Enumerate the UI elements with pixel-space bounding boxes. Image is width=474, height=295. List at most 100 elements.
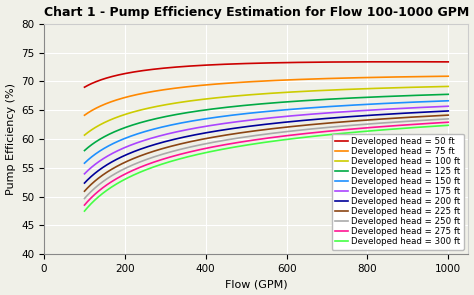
Developed head = 175 ft (446, 104, 451, 108)
Developed head = 250 ft (256, 133, 262, 137)
Developed head = 275 ft (298, 132, 304, 136)
Line: Developed head = 150 ft: Developed head = 150 ft (84, 101, 448, 163)
Developed head = 275 ft (380, 125, 385, 128)
Developed head = 150 ft (446, 99, 451, 103)
Line: Developed head = 225 ft: Developed head = 225 ft (84, 115, 448, 191)
Developed head = 75 ft (255, 80, 260, 83)
Line: Developed head = 175 ft: Developed head = 175 ft (84, 106, 448, 174)
Line: Developed head = 275 ft: Developed head = 275 ft (84, 122, 448, 205)
Developed head = 100 ft (256, 92, 262, 96)
Developed head = 125 ft (298, 99, 304, 103)
Line: Developed head = 125 ft: Developed head = 125 ft (84, 94, 448, 150)
Developed head = 175 ft (82, 172, 87, 176)
Developed head = 200 ft (82, 181, 87, 185)
Developed head = 175 ft (255, 117, 260, 121)
Developed head = 125 ft (82, 149, 87, 152)
Developed head = 125 ft (446, 93, 451, 96)
Developed head = 275 ft (278, 135, 284, 138)
Developed head = 75 ft (437, 75, 442, 78)
Developed head = 250 ft (380, 121, 385, 125)
Developed head = 300 ft (437, 124, 442, 128)
Line: Developed head = 75 ft: Developed head = 75 ft (84, 76, 448, 115)
Developed head = 150 ft (437, 99, 442, 103)
Developed head = 175 ft (256, 117, 262, 121)
Developed head = 300 ft (82, 209, 87, 213)
Developed head = 225 ft (82, 189, 87, 193)
Developed head = 300 ft (255, 142, 260, 145)
Developed head = 225 ft (437, 114, 442, 117)
Developed head = 150 ft (255, 111, 260, 114)
Developed head = 50 ft (298, 60, 304, 64)
Developed head = 150 ft (298, 107, 304, 110)
Developed head = 200 ft (446, 109, 451, 113)
Developed head = 225 ft (446, 113, 451, 117)
Developed head = 300 ft (380, 128, 385, 132)
Developed head = 275 ft (82, 203, 87, 207)
Developed head = 50 ft (256, 61, 262, 65)
Developed head = 150 ft (82, 161, 87, 165)
Developed head = 225 ft (380, 117, 385, 121)
Developed head = 150 ft (380, 102, 385, 105)
Developed head = 300 ft (278, 138, 284, 142)
Developed head = 125 ft (256, 102, 262, 106)
Line: Developed head = 50 ft: Developed head = 50 ft (84, 62, 448, 87)
Line: Developed head = 100 ft: Developed head = 100 ft (84, 86, 448, 135)
Developed head = 250 ft (255, 134, 260, 137)
Developed head = 200 ft (256, 123, 262, 127)
Developed head = 175 ft (380, 108, 385, 111)
Developed head = 175 ft (298, 113, 304, 117)
Developed head = 275 ft (446, 120, 451, 124)
Developed head = 50 ft (255, 61, 260, 65)
Line: Developed head = 200 ft: Developed head = 200 ft (84, 111, 448, 183)
Developed head = 75 ft (298, 78, 304, 81)
X-axis label: Flow (GPM): Flow (GPM) (225, 279, 288, 289)
Developed head = 200 ft (380, 113, 385, 116)
Developed head = 100 ft (278, 91, 284, 94)
Developed head = 300 ft (446, 124, 451, 127)
Developed head = 50 ft (446, 60, 451, 64)
Developed head = 100 ft (255, 92, 260, 96)
Developed head = 275 ft (255, 138, 260, 141)
Developed head = 75 ft (380, 76, 385, 79)
Developed head = 175 ft (278, 115, 284, 119)
Developed head = 250 ft (298, 128, 304, 132)
Developed head = 250 ft (446, 117, 451, 121)
Developed head = 225 ft (255, 129, 260, 132)
Developed head = 250 ft (437, 118, 442, 121)
Developed head = 150 ft (256, 110, 262, 114)
Y-axis label: Pump Efficiency (%): Pump Efficiency (%) (6, 83, 16, 195)
Line: Developed head = 300 ft: Developed head = 300 ft (84, 125, 448, 211)
Developed head = 225 ft (298, 124, 304, 127)
Developed head = 200 ft (278, 121, 284, 124)
Developed head = 250 ft (82, 197, 87, 200)
Developed head = 150 ft (278, 108, 284, 112)
Developed head = 250 ft (278, 130, 284, 134)
Developed head = 100 ft (82, 133, 87, 137)
Developed head = 100 ft (437, 85, 442, 88)
Developed head = 200 ft (298, 119, 304, 122)
Developed head = 100 ft (298, 90, 304, 93)
Line: Developed head = 250 ft: Developed head = 250 ft (84, 119, 448, 199)
Developed head = 50 ft (397, 60, 403, 63)
Developed head = 50 ft (438, 60, 443, 64)
Developed head = 125 ft (380, 95, 385, 99)
Developed head = 50 ft (82, 86, 87, 89)
Developed head = 225 ft (278, 126, 284, 130)
Developed head = 100 ft (380, 86, 385, 90)
Developed head = 75 ft (446, 74, 451, 78)
Developed head = 75 ft (82, 114, 87, 117)
Developed head = 300 ft (256, 141, 262, 145)
Developed head = 275 ft (256, 137, 262, 141)
Developed head = 100 ft (446, 85, 451, 88)
Developed head = 50 ft (380, 60, 385, 64)
Title: Chart 1 - Pump Efficiency Estimation for Flow 100-1000 GPM: Chart 1 - Pump Efficiency Estimation for… (44, 6, 469, 19)
Developed head = 75 ft (256, 79, 262, 83)
Developed head = 175 ft (437, 105, 442, 108)
Developed head = 125 ft (437, 93, 442, 96)
Developed head = 125 ft (278, 101, 284, 104)
Developed head = 225 ft (256, 129, 262, 132)
Developed head = 75 ft (278, 78, 284, 82)
Developed head = 125 ft (255, 102, 260, 106)
Developed head = 300 ft (298, 136, 304, 140)
Developed head = 275 ft (437, 121, 442, 124)
